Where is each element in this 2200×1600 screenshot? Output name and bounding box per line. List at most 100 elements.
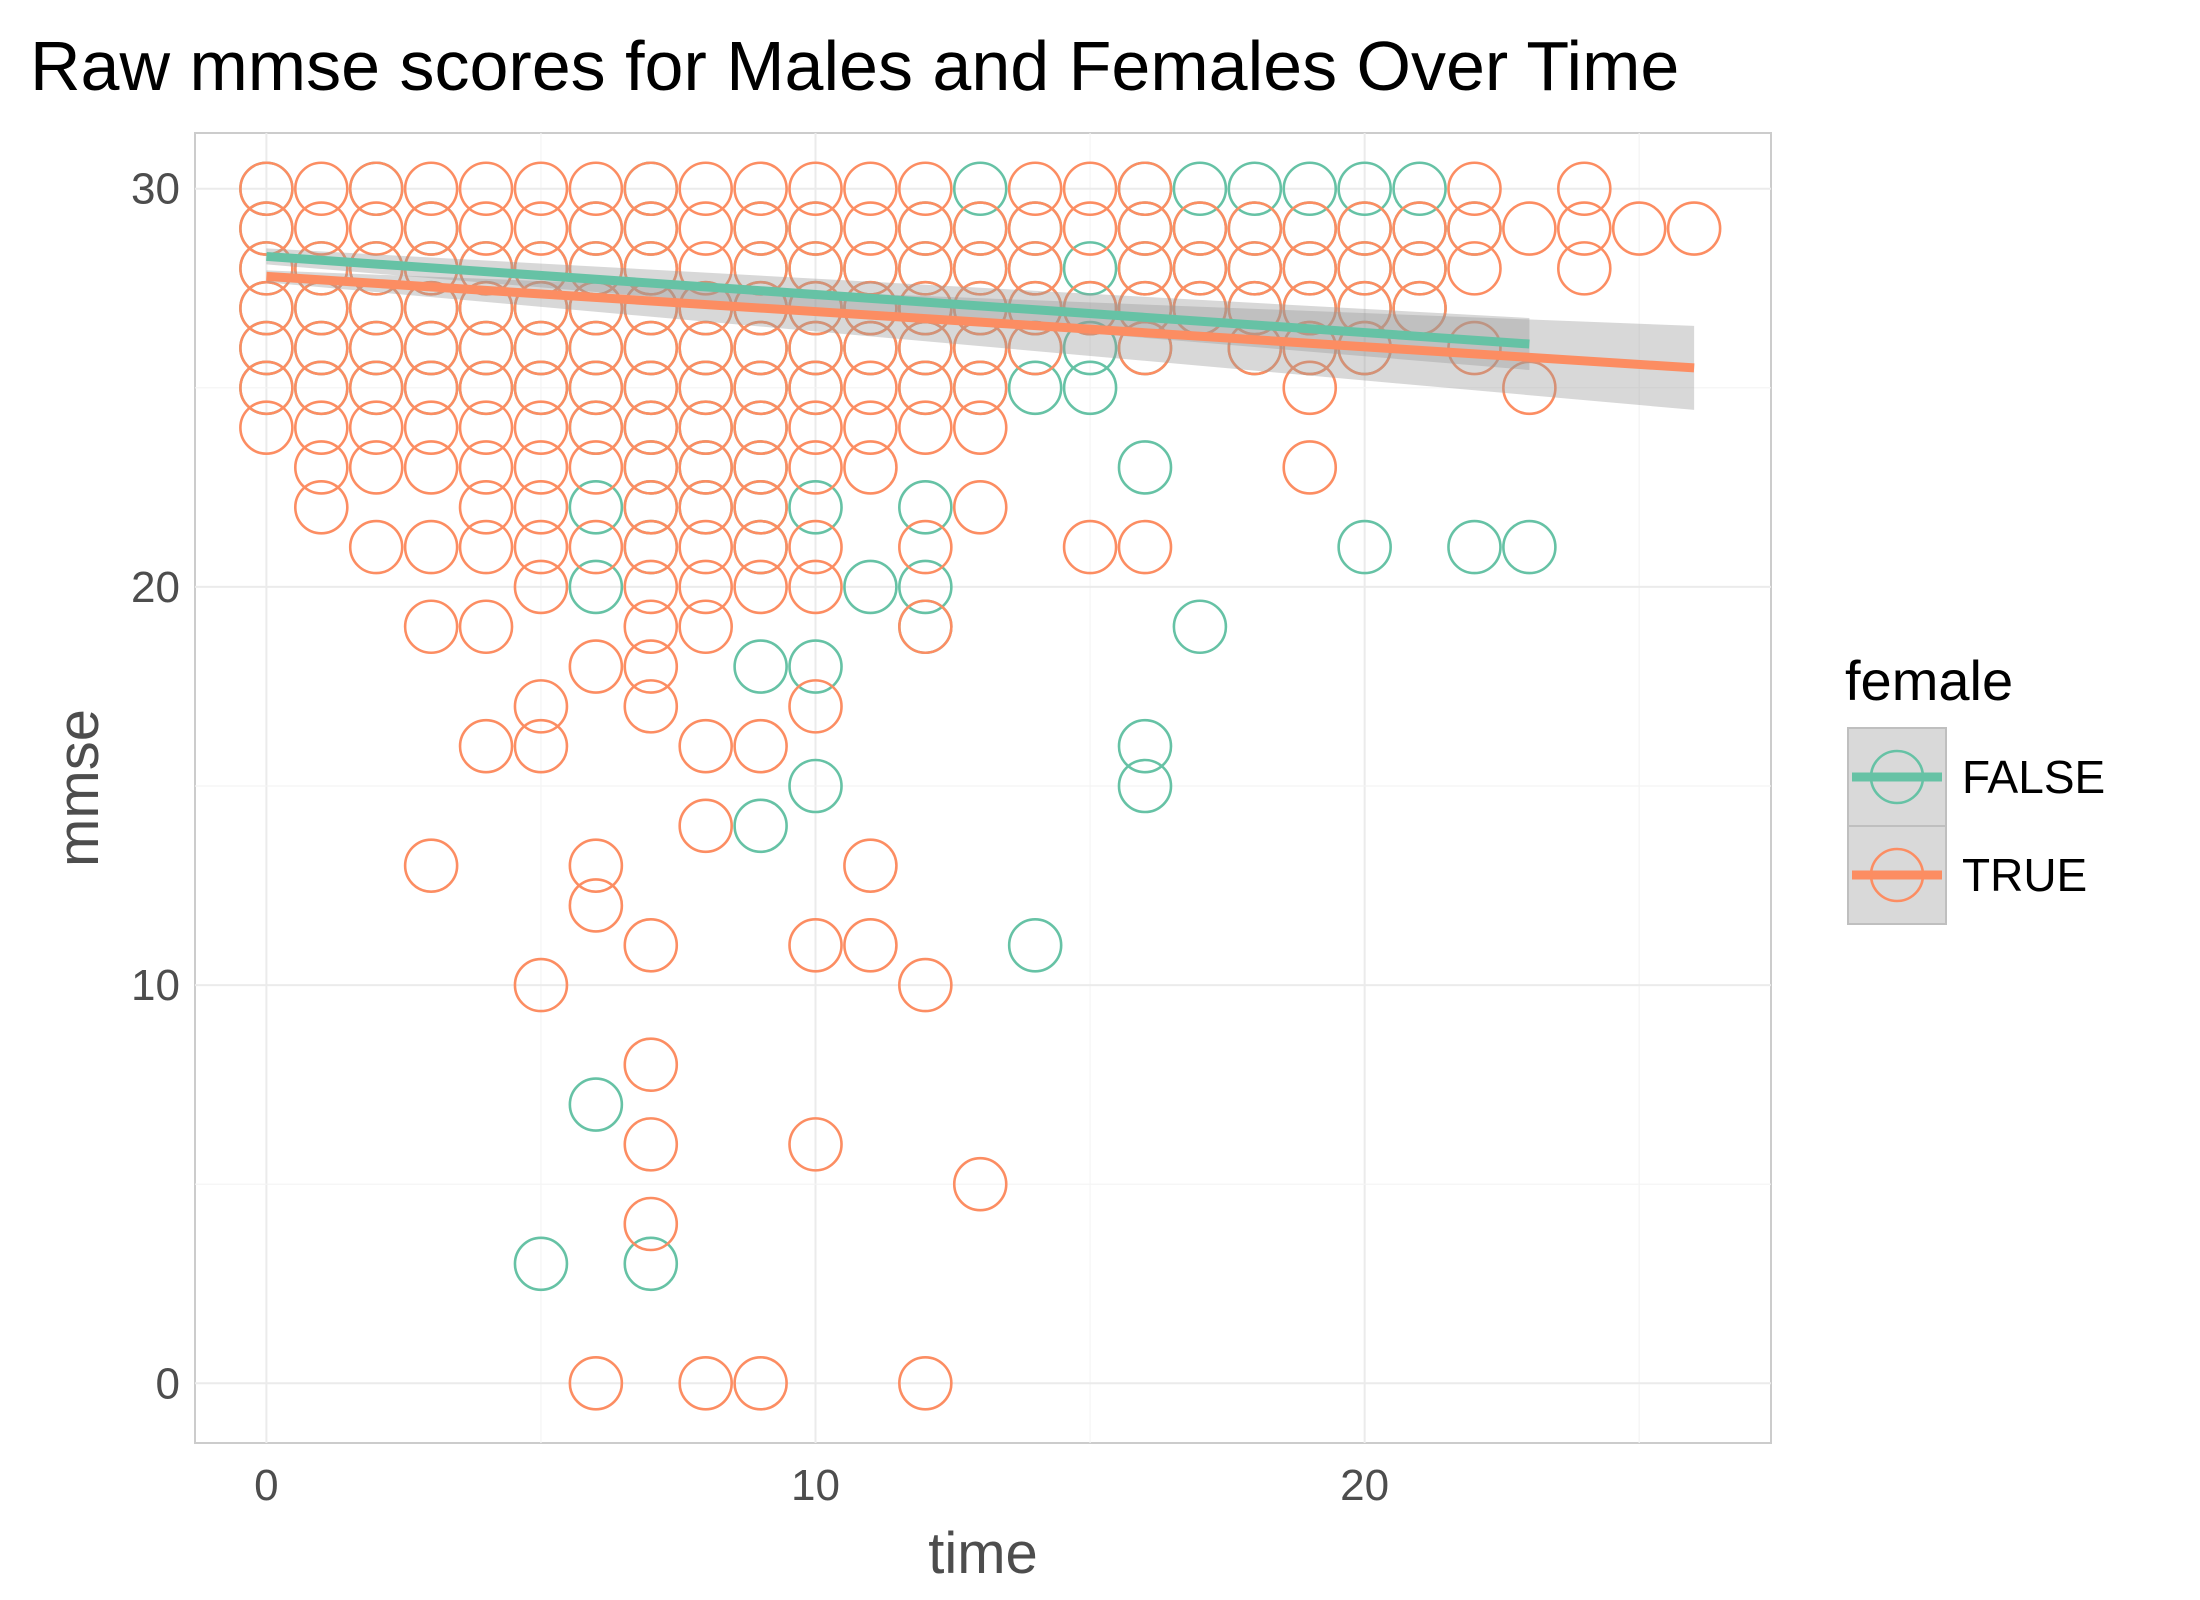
data-point <box>1062 161 1118 217</box>
data-point <box>733 400 788 455</box>
data-point <box>348 400 404 455</box>
data-point <box>1227 280 1283 336</box>
data-point <box>898 559 953 615</box>
data-point <box>513 1236 569 1292</box>
legend-entry-false: FALSE <box>1847 727 2105 827</box>
data-point <box>733 440 788 495</box>
data-point <box>348 320 404 376</box>
legend: female FALSE TRUE <box>1845 649 2105 925</box>
y-axis-tick-labels: 0 10 20 30 <box>131 165 180 1409</box>
data-point <box>678 440 733 495</box>
data-point <box>1447 241 1502 296</box>
data-point <box>952 241 1008 296</box>
data-point <box>568 559 624 615</box>
data-point <box>513 559 569 615</box>
data-point <box>952 161 1008 217</box>
data-point <box>1337 519 1392 575</box>
data-point <box>568 440 624 495</box>
data-point <box>568 320 624 376</box>
legend-title: female <box>1845 649 2013 712</box>
data-point <box>1117 758 1173 814</box>
legend-label: TRUE <box>1962 849 2087 901</box>
data-point <box>788 559 843 615</box>
data-point <box>952 479 1008 535</box>
data-point <box>1282 280 1338 336</box>
data-point <box>788 519 843 575</box>
data-point <box>568 639 624 694</box>
data-point <box>623 1196 679 1252</box>
data-point <box>898 201 953 256</box>
data-point <box>623 679 679 734</box>
data-point <box>1392 201 1447 256</box>
data-point <box>1611 201 1667 256</box>
data-point <box>239 360 294 416</box>
data-point <box>678 519 733 575</box>
data-point <box>293 479 349 535</box>
data-point <box>1007 360 1063 416</box>
data-point <box>403 161 459 217</box>
data-point <box>843 917 898 973</box>
legend-key-circle <box>1869 749 1925 805</box>
chart-title: Raw mmse scores for Males and Females Ov… <box>30 27 1679 105</box>
x-tick-label: 10 <box>791 1461 840 1510</box>
data-point <box>293 320 349 376</box>
data-point <box>623 599 679 655</box>
data-point <box>1227 241 1283 296</box>
data-point <box>568 479 624 535</box>
data-point <box>898 1355 953 1411</box>
data-point <box>898 241 953 296</box>
data-point <box>788 639 843 694</box>
data-point <box>568 1355 624 1411</box>
data-point <box>623 400 679 455</box>
data-point <box>568 838 624 893</box>
data-point <box>1337 201 1392 256</box>
y-axis-title: mmse <box>46 709 111 867</box>
data-point <box>1227 201 1283 256</box>
data-point <box>623 161 679 217</box>
data-point <box>788 1117 843 1172</box>
data-point <box>1282 440 1338 495</box>
data-point <box>1666 201 1722 256</box>
data-point <box>403 400 459 455</box>
data-point <box>239 400 294 455</box>
data-point <box>403 599 459 655</box>
data-point <box>458 320 514 376</box>
data-point <box>733 798 788 854</box>
confidence-band-true <box>266 270 1695 410</box>
data-point <box>568 878 624 933</box>
data-point <box>733 479 788 535</box>
data-point <box>1007 161 1063 217</box>
data-point <box>239 320 294 376</box>
data-point <box>1392 241 1447 296</box>
data-point <box>1062 360 1118 416</box>
data-point <box>458 201 514 256</box>
data-point <box>788 758 843 814</box>
data-point <box>678 360 733 416</box>
data-point <box>1337 161 1392 217</box>
x-axis-title: time <box>928 1521 1038 1586</box>
data-point <box>513 280 569 336</box>
data-point <box>293 360 349 416</box>
data-point <box>348 360 404 416</box>
data-point <box>788 679 843 734</box>
data-point <box>952 400 1008 455</box>
data-point <box>788 400 843 455</box>
data-point <box>1447 201 1502 256</box>
data-point <box>403 360 459 416</box>
y-tick-label: 20 <box>131 563 180 612</box>
data-point <box>513 479 569 535</box>
data-point <box>1062 241 1118 296</box>
data-point <box>843 280 898 336</box>
data-point <box>623 1117 679 1172</box>
data-point <box>898 957 953 1013</box>
data-point <box>458 400 514 455</box>
data-point <box>1447 161 1502 217</box>
legend-entry-true: TRUE <box>1847 825 2087 925</box>
data-point <box>788 479 843 535</box>
data-point <box>403 440 459 495</box>
data-point <box>568 400 624 455</box>
data-point <box>898 519 953 575</box>
data-point <box>788 320 843 376</box>
x-tick-label: 0 <box>254 1461 278 1510</box>
data-point <box>513 440 569 495</box>
